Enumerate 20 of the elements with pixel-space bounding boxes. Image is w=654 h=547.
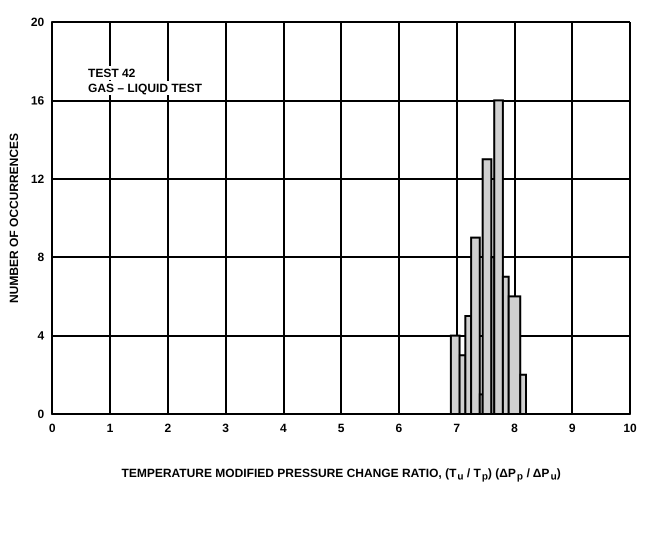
- x-tick-label: 5: [338, 421, 345, 435]
- y-tick-label: 16: [30, 93, 45, 108]
- annotation: TEST 42: [88, 66, 136, 80]
- x-tick-label: 7: [453, 421, 460, 435]
- x-tick-label: 6: [396, 421, 403, 435]
- x-tick-label: 10: [623, 421, 637, 435]
- y-tick-label: 0: [38, 407, 45, 421]
- x-tick-label: 0: [48, 421, 56, 435]
- y-tick-label: 4: [38, 328, 45, 343]
- x-tick-label: 2: [164, 421, 172, 435]
- y-tick-label: 20: [30, 15, 45, 29]
- x-tick-label: 9: [568, 421, 576, 435]
- y-tick-label: 12: [30, 172, 45, 186]
- x-tick-label: 8: [511, 421, 518, 435]
- annotation: GAS – LIQUID TEST: [88, 81, 203, 95]
- x-tick-label: 3: [222, 421, 230, 435]
- y-axis-title: NUMBER OF OCCURRENCES: [7, 132, 21, 304]
- x-tick-label: 4: [280, 421, 288, 435]
- x-tick-label: 1: [106, 421, 114, 435]
- y-tick-label: 8: [38, 250, 45, 264]
